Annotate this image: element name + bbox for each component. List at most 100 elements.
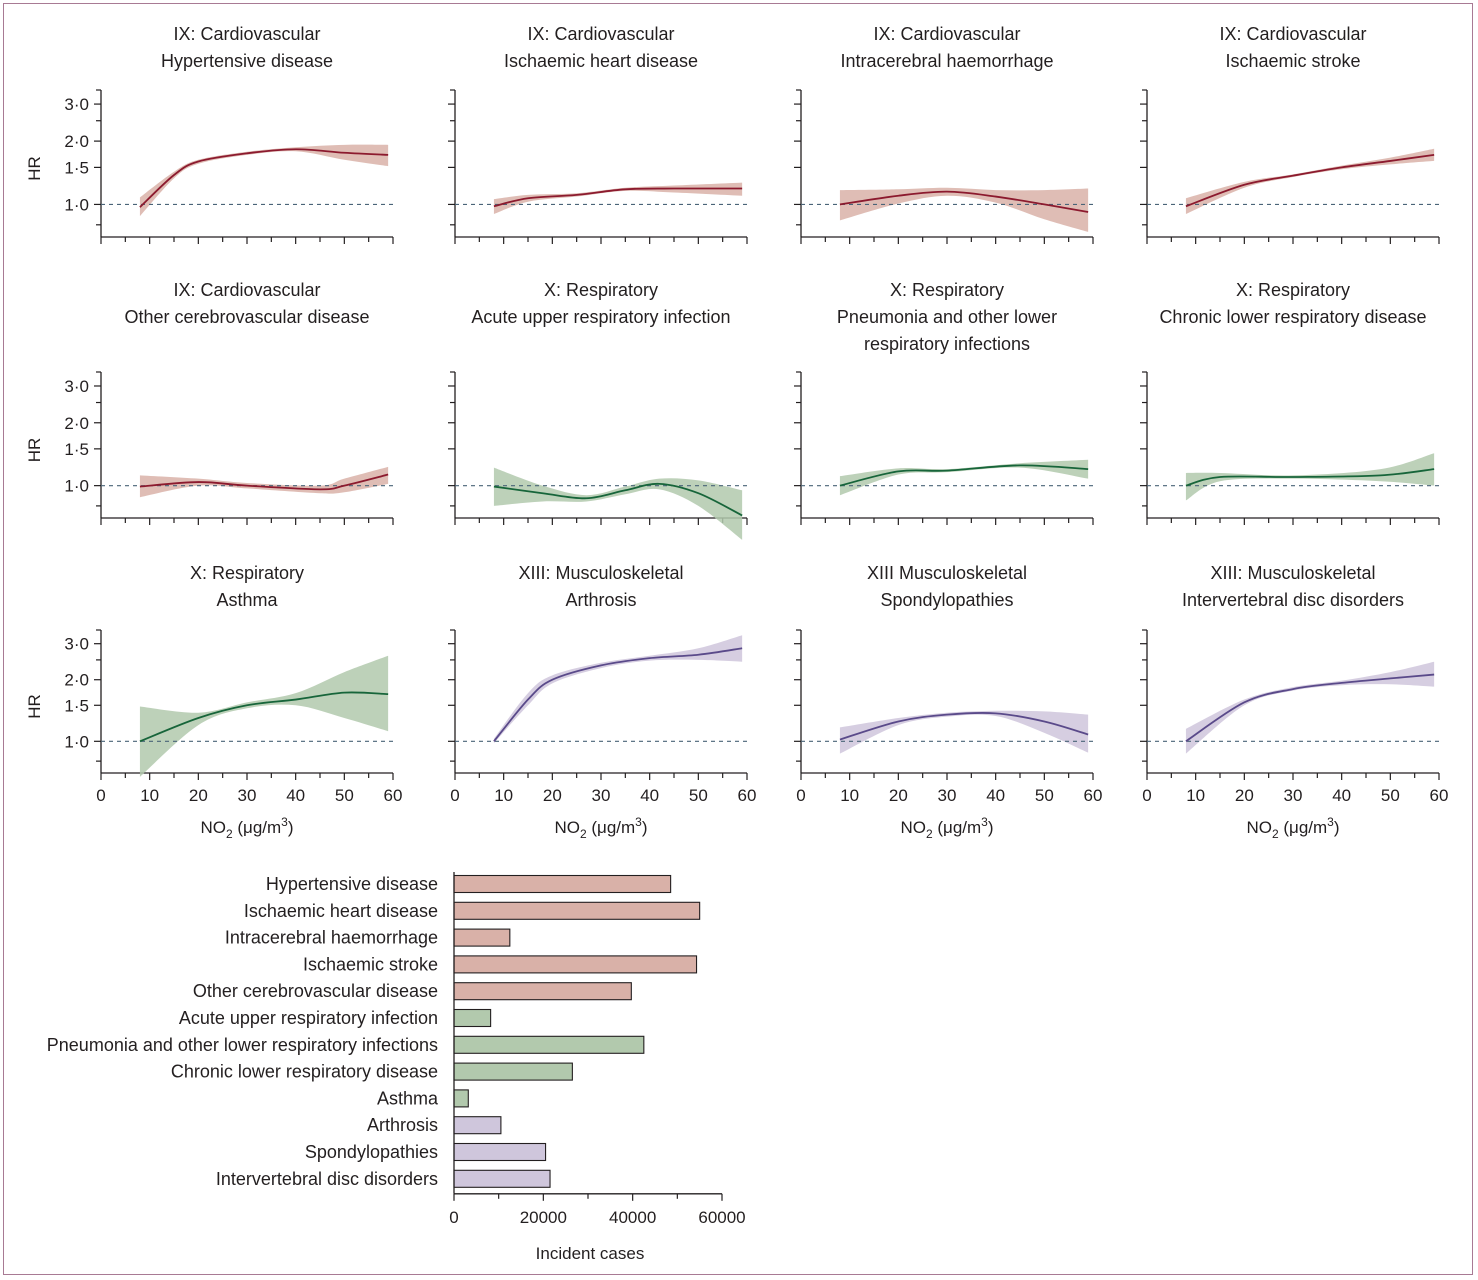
y-axis-label: HR — [25, 156, 44, 181]
bar-x-tick-label: 0 — [449, 1208, 458, 1227]
panel-title-line1: XIII Musculoskeletal — [867, 563, 1027, 583]
y-tick-label: 3·0 — [64, 377, 89, 396]
x-axis-label: NO2 (μg/m3) — [1246, 815, 1339, 841]
x-tick-label: 40 — [286, 786, 305, 805]
bar-category-label: Acute upper respiratory infection — [179, 1008, 438, 1028]
bar-category-label: Pneumonia and other lower respiratory in… — [47, 1035, 438, 1055]
x-tick-label: 40 — [640, 786, 659, 805]
hr-curve — [139, 148, 389, 208]
y-axis-label: HR — [25, 438, 44, 463]
panel-8: X: Respiratory Chronic lower respiratory … — [1140, 280, 1440, 525]
confidence-band — [1185, 661, 1435, 754]
bar — [453, 1035, 645, 1054]
bar — [453, 1062, 573, 1081]
panel-title-line1: X: Respiratory — [890, 280, 1004, 300]
bar-category-label: Arthrosis — [367, 1115, 438, 1135]
panel-title-line2: Intervertebral disc disorders — [1182, 590, 1404, 610]
bar — [453, 928, 511, 947]
panel-7: X: Respiratory Pneumonia and other lower r… — [794, 280, 1094, 525]
panel-title-line2: Acute upper respiratory infection — [471, 307, 730, 327]
panel-3: IX: Cardiovascular Intracerebral haemorrh… — [794, 24, 1094, 244]
bar — [453, 1089, 469, 1108]
x-tick-label: 0 — [450, 786, 459, 805]
y-tick-label: 3·0 — [64, 635, 89, 654]
bar-category-label: Ischaemic stroke — [303, 954, 438, 974]
x-tick-label: 20 — [189, 786, 208, 805]
y-tick-label: 1·0 — [64, 477, 89, 496]
x-tick-label: 20 — [889, 786, 908, 805]
x-tick-label: 30 — [938, 786, 957, 805]
hr-curve — [839, 190, 1089, 213]
bar-category-label: Chronic lower respiratory disease — [171, 1062, 438, 1082]
x-tick-label: 10 — [1186, 786, 1205, 805]
bar — [453, 955, 698, 974]
bar-x-axis-label: Incident cases — [536, 1244, 645, 1263]
hr-curve — [1185, 153, 1435, 208]
hr-curve — [493, 187, 743, 208]
panel-title-line1: IX: Cardiovascular — [527, 24, 674, 44]
x-tick-label: 50 — [689, 786, 708, 805]
panel-5: IX: Cardiovascular Other cerebrovascular … — [25, 280, 394, 525]
panel-title-line2: Chronic lower respiratory disease — [1159, 307, 1426, 327]
panel-title-line3: respiratory infections — [864, 334, 1030, 354]
x-tick-label: 10 — [494, 786, 513, 805]
panel-9: X: Respiratory Asthma 1·0 1·5 2·0 3·0 HR 0 10 20 3… — [25, 563, 402, 841]
incident-cases-bar-chart: Hypertensive disease Ischaemic heart dise… — [47, 872, 746, 1263]
panel-title-line2: Spondylopathies — [880, 590, 1013, 610]
panel-title-line2: Pneumonia and other lower — [837, 307, 1057, 327]
x-tick-label: 30 — [1284, 786, 1303, 805]
x-axis-label: NO2 (μg/m3) — [554, 815, 647, 841]
panel-title-line2: Ischaemic heart disease — [504, 51, 698, 71]
confidence-band — [1185, 148, 1435, 215]
bar — [453, 1142, 547, 1162]
y-tick-label: 2·0 — [64, 671, 89, 690]
panel-title-line2: Arthrosis — [565, 590, 636, 610]
confidence-band — [493, 635, 743, 744]
panel-11: XIII Musculoskeletal Spondylopathies 0 10 20… — [794, 563, 1102, 841]
panel-title-line2: Hypertensive disease — [161, 51, 333, 71]
x-tick-label: 30 — [592, 786, 611, 805]
panel-title-line2: Ischaemic stroke — [1225, 51, 1360, 71]
panel-1: IX: Cardiovascular Hypertensive disease 1·… — [25, 24, 394, 244]
x-tick-label: 0 — [96, 786, 105, 805]
bar — [453, 901, 701, 920]
bar-x-tick-label: 20000 — [520, 1208, 567, 1227]
confidence-band — [493, 182, 743, 215]
panel-title-line1: IX: Cardiovascular — [173, 280, 320, 300]
bar-category-label: Hypertensive disease — [266, 874, 438, 894]
hr-curve — [1185, 468, 1435, 487]
x-tick-label: 0 — [1142, 786, 1151, 805]
confidence-band — [839, 710, 1089, 754]
x-tick-label: 50 — [1381, 786, 1400, 805]
panel-title-line1: X: Respiratory — [544, 280, 658, 300]
x-tick-label: 10 — [140, 786, 159, 805]
x-tick-label: 10 — [840, 786, 859, 805]
panel-6: X: Respiratory Acute upper respiratory in… — [448, 280, 748, 540]
confidence-band — [839, 459, 1089, 496]
x-tick-label: 40 — [1332, 786, 1351, 805]
x-tick-label: 20 — [1235, 786, 1254, 805]
y-tick-label: 1·5 — [64, 696, 89, 715]
panel-10: XIII: Musculoskeletal Arthrosis 0 10 20 30 40 5… — [448, 563, 756, 841]
x-axis-label: NO2 (μg/m3) — [900, 815, 993, 841]
bar-category-label: Intracerebral haemorrhage — [225, 928, 438, 948]
panel-title-line1: IX: Cardiovascular — [173, 24, 320, 44]
bar-category-label: Intervertebral disc disorders — [216, 1169, 438, 1189]
bar-category-label: Other cerebrovascular disease — [193, 981, 438, 1001]
x-tick-label: 30 — [238, 786, 257, 805]
hr-curve — [839, 464, 1089, 487]
bar — [453, 982, 632, 1001]
x-tick-label: 60 — [1084, 786, 1103, 805]
bar-x-tick-label: 40000 — [609, 1208, 656, 1227]
bar — [453, 1116, 502, 1135]
confidence-band — [139, 144, 389, 217]
panel-title-line1: IX: Cardiovascular — [873, 24, 1020, 44]
hr-curve — [1185, 673, 1435, 743]
x-tick-label: 0 — [796, 786, 805, 805]
x-tick-label: 50 — [1035, 786, 1054, 805]
figure-frame — [3, 3, 1473, 1275]
confidence-band — [139, 655, 389, 777]
bar-category-label: Spondylopathies — [305, 1142, 438, 1162]
x-tick-label: 40 — [986, 786, 1005, 805]
